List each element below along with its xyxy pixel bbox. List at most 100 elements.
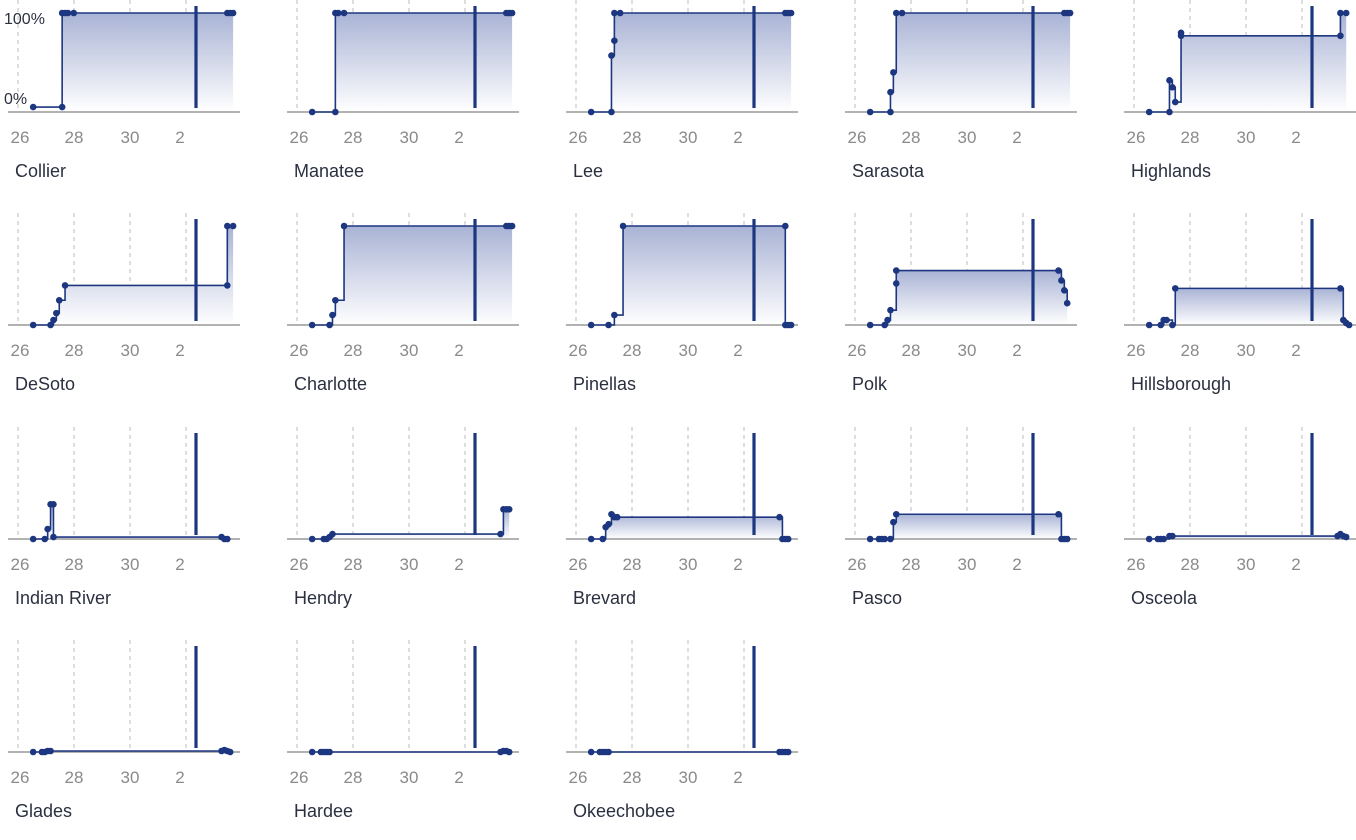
x-tick-label: 26 [848, 555, 867, 574]
panel-plot: 26 28 30 2 [8, 640, 240, 787]
x-tick-label: 2 [175, 768, 184, 787]
data-point [58, 103, 66, 111]
panel-plot: 26 28 30 2 [287, 427, 519, 574]
panel-title: Pasco [852, 588, 903, 608]
x-tick-label: 28 [902, 341, 921, 360]
x-tick-label: 30 [679, 128, 698, 147]
chart-panel: 26 28 30 2 Hendry [279, 427, 549, 627]
x-tick-label: 30 [121, 555, 140, 574]
data-point [70, 9, 78, 17]
data-point [611, 311, 618, 319]
x-tick-label: 2 [1291, 341, 1300, 360]
series-area [591, 13, 792, 112]
data-point [224, 282, 231, 289]
data-point [1171, 285, 1179, 292]
data-point [29, 535, 37, 543]
x-tick-label: 2 [733, 128, 742, 147]
data-point [1337, 285, 1344, 292]
data-point [1337, 32, 1344, 40]
data-point [329, 530, 336, 538]
data-point [1177, 32, 1185, 40]
x-tick-label: 26 [11, 555, 30, 574]
panel-title: Hillsborough [1131, 374, 1232, 394]
data-point [613, 513, 621, 521]
data-point [1055, 267, 1062, 274]
x-tick-label: 2 [733, 341, 742, 360]
panel-title: Hardee [294, 801, 354, 821]
data-point [608, 108, 615, 116]
data-point [226, 748, 234, 756]
x-tick-label: 26 [11, 128, 30, 147]
x-tick-label: 28 [344, 128, 363, 147]
data-point [505, 748, 513, 756]
data-point [619, 222, 627, 230]
x-tick-label: 28 [65, 341, 84, 360]
data-point [41, 535, 49, 543]
data-point [1066, 9, 1074, 17]
data-point [887, 108, 894, 116]
series-area [312, 509, 510, 539]
chart-panel: 26 28 30 2 Pinellas [558, 213, 828, 413]
x-tick-label: 26 [290, 128, 309, 147]
data-point [866, 535, 874, 543]
data-point [866, 108, 874, 116]
data-point [887, 306, 894, 314]
data-point [508, 9, 516, 17]
data-point [587, 535, 595, 543]
panel-plot: 26 28 30 2 [287, 213, 519, 360]
data-point [224, 535, 231, 543]
y-tick-label-100: 100% [4, 11, 45, 28]
x-tick-label: 30 [958, 341, 977, 360]
data-point [497, 530, 504, 538]
panel-title: Collier [15, 161, 67, 181]
series-area [33, 226, 234, 325]
data-point [1055, 510, 1062, 518]
x-tick-label: 30 [121, 128, 140, 147]
data-point [29, 748, 37, 756]
x-tick-label: 28 [344, 768, 363, 787]
x-tick-label: 30 [1237, 341, 1256, 360]
series-line [312, 508, 510, 540]
data-point [1166, 108, 1173, 116]
panel-plot: 26 28 30 2 [287, 0, 519, 147]
panel-title: Okeechobee [573, 801, 676, 821]
x-tick-label: 26 [1127, 341, 1146, 360]
x-tick-label: 2 [733, 555, 742, 574]
data-point [1169, 321, 1176, 329]
series-area [591, 226, 792, 325]
x-tick-label: 26 [848, 128, 867, 147]
x-tick-label: 26 [290, 555, 309, 574]
panel-plot: 26 28 30 2 [8, 427, 240, 574]
x-tick-label: 26 [848, 341, 867, 360]
data-point [611, 37, 618, 45]
data-point [599, 535, 607, 543]
x-tick-label: 30 [400, 128, 419, 147]
x-tick-label: 30 [121, 768, 140, 787]
chart-panel: 26 28 30 2 Polk [837, 213, 1107, 413]
data-point [229, 222, 237, 230]
data-point [1166, 77, 1173, 84]
x-tick-label: 2 [1012, 341, 1021, 360]
chart-panel: 26 28 30 2 Hillsborough [1116, 213, 1356, 413]
panel-plot: 26 28 30 2 [1124, 0, 1356, 147]
data-point [334, 9, 342, 17]
data-point [1145, 108, 1153, 116]
panel-title: Pinellas [573, 374, 637, 394]
data-point [782, 222, 789, 230]
x-tick-label: 28 [623, 128, 642, 147]
data-point [1061, 287, 1068, 294]
series-area [870, 514, 1068, 539]
data-point [29, 103, 37, 111]
panel-title: Osceola [1131, 588, 1198, 608]
data-point [326, 321, 333, 329]
data-point [784, 748, 792, 756]
data-point [29, 321, 37, 329]
x-tick-label: 30 [958, 128, 977, 147]
series-area [312, 13, 513, 112]
panel-plot: 26 28 30 2 [566, 0, 798, 147]
data-point [605, 520, 612, 528]
chart-panel: 26 28 30 2 Brevard [558, 427, 828, 627]
x-tick-label: 30 [400, 768, 419, 787]
x-tick-label: 2 [454, 555, 463, 574]
x-tick-label: 30 [679, 768, 698, 787]
